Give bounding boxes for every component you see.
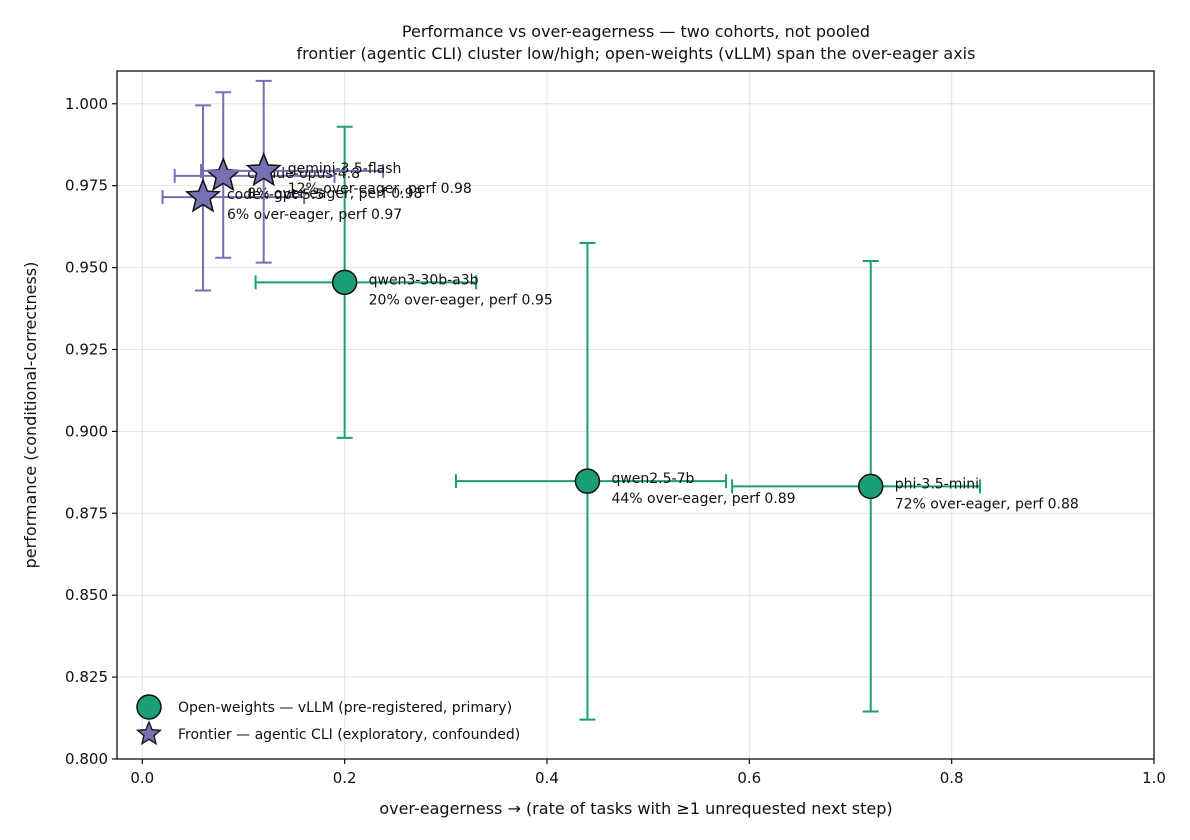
y-tick-label: 0.875 <box>65 504 108 522</box>
y-axis-ticks: 0.800 0.825 0.850 0.875 0.900 0.925 0.950 0.975… <box>65 95 117 768</box>
legend: Open-weights — vLLM (pre-registered, pri… <box>135 694 520 746</box>
y-tick-label: 0.975 <box>65 177 108 195</box>
x-tick-label: 1.0 <box>1142 769 1166 787</box>
point-model-label: phi-3.5-mini <box>895 476 979 492</box>
data-point <box>574 468 601 494</box>
point-note-label: 8% over-eager, perf 0.98 <box>247 186 422 202</box>
data-point <box>245 151 282 187</box>
y-tick-label: 0.925 <box>65 340 108 358</box>
x-tick-label: 0.8 <box>940 769 964 787</box>
point-model-label: qwen2.5-7b <box>611 471 694 487</box>
y-tick-label: 0.900 <box>65 422 108 440</box>
y-axis-label: performance (conditional-correctness) <box>21 262 40 569</box>
point-model-label: qwen3-30b-a3b <box>369 272 479 288</box>
plot-frame <box>116 70 1155 760</box>
y-tick-label: 0.850 <box>65 586 108 604</box>
point-model-label: codex-gpt-5.5 <box>227 187 324 203</box>
y-tick-label: 0.825 <box>65 668 108 686</box>
legend-marker-star <box>135 720 163 746</box>
x-tick-label: 0.0 <box>130 769 154 787</box>
data-point <box>184 178 222 213</box>
x-axis-label: over-eagerness → (rate of tasks with ≥1 … <box>379 799 892 818</box>
data-point <box>331 269 358 296</box>
point-note-label: 72% over-eager, perf 0.88 <box>895 496 1079 512</box>
legend-entry: Open-weights — vLLM (pre-registered, pri… <box>178 700 512 716</box>
legend-entry: Frontier — agentic CLI (exploratory, con… <box>178 727 520 743</box>
y-tick-label: 1.000 <box>65 95 108 113</box>
x-tick-label: 0.6 <box>737 769 761 787</box>
y-tick-label: 0.950 <box>65 259 108 277</box>
point-note-label: 44% over-eager, perf 0.89 <box>611 491 795 507</box>
x-tick-label: 0.2 <box>333 769 357 787</box>
series-circle: qwen3-30b-a3b 20% over-eager, perf 0.95 qw… <box>254 125 1079 721</box>
y-tick-label: 0.800 <box>65 750 108 768</box>
legend-marker-circle <box>136 694 162 720</box>
point-note-label: 20% over-eager, perf 0.95 <box>369 292 553 308</box>
data-point <box>857 473 884 500</box>
point-note-label: 12% over-eager, perf 0.98 <box>288 181 472 197</box>
point-note-label: 6% over-eager, perf 0.97 <box>227 207 402 223</box>
chart-subtitle: frontier (agentic CLI) cluster low/high;… <box>297 44 976 63</box>
x-axis-ticks: 0.0 0.2 0.4 0.6 0.8 1.0 <box>130 759 1166 787</box>
chart-title: Performance vs over-eagerness — two coho… <box>402 22 870 41</box>
x-tick-label: 0.4 <box>535 769 559 787</box>
point-model-label: gemini-3.5-flash <box>288 161 402 177</box>
data-marks: qwen3-30b-a3b 20% over-eager, perf 0.95 qw… <box>161 79 1079 721</box>
series-star: codex-gpt-5.56% over-eager, perf 0.97cla… <box>161 79 472 292</box>
